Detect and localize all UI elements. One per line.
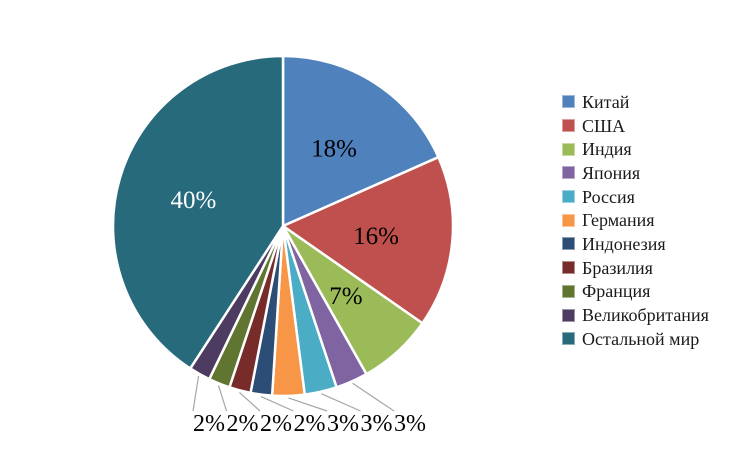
pie-data-label-inside-0: 18%: [311, 135, 357, 162]
legend-item-label: США: [582, 115, 626, 136]
legend-swatch-icon: [562, 213, 575, 227]
legend-item: Германия: [562, 208, 709, 232]
legend-item-label: Бразилия: [582, 257, 653, 278]
legend-item: Россия: [562, 185, 709, 209]
legend-item-label: Россия: [582, 186, 635, 207]
legend-item: Индия: [562, 137, 709, 161]
pie-data-label-outside-4: 3%: [361, 411, 393, 437]
legend-item: Китай: [562, 90, 709, 114]
pie-data-label-outside-5: 3%: [327, 411, 359, 437]
legend-item: Остальной мир: [562, 327, 709, 351]
legend: Китай США Индия Япония Россия Германия Индонез…: [562, 90, 709, 351]
pie-data-label-inside-2: 7%: [329, 283, 362, 310]
legend-swatch-icon: [562, 95, 575, 109]
legend-item-label: Индонезия: [582, 233, 666, 254]
leader-line-6: [260, 396, 294, 412]
pie-data-label-outside-6: 2%: [294, 411, 326, 437]
legend-swatch-icon: [562, 166, 575, 180]
legend-swatch-icon: [562, 190, 575, 204]
pie-data-label-inside-1: 16%: [353, 223, 399, 250]
legend-swatch-icon: [562, 261, 575, 275]
legend-item-label: Япония: [582, 162, 641, 183]
leader-line-7: [238, 391, 261, 412]
leader-line-4: [321, 393, 361, 412]
legend-item: Япония: [562, 161, 709, 185]
leader-line-8: [217, 385, 228, 412]
pie-data-label-outside-7: 2%: [260, 411, 292, 437]
pie-data-label-inside-10: 40%: [170, 187, 216, 214]
legend-item: США: [562, 114, 709, 138]
legend-swatch-icon: [562, 332, 575, 346]
legend-swatch-icon: [562, 308, 575, 322]
leader-line-9: [192, 375, 200, 412]
legend-item: Великобритания: [562, 303, 709, 327]
pie-slice-0: [281, 54, 440, 228]
pie-slice-10: [111, 54, 285, 370]
legend-item-label: Германия: [582, 210, 655, 231]
leader-line-5: [288, 397, 328, 412]
legend-item-label: Индия: [582, 139, 632, 160]
legend-item-label: Китай: [582, 91, 630, 112]
pie-data-label-outside-3: 3%: [394, 411, 426, 437]
legend-swatch-icon: [562, 119, 575, 133]
pie-data-label-outside-8: 2%: [227, 411, 259, 437]
legend-item-label: Остальной мир: [582, 328, 700, 349]
legend-item: Франция: [562, 280, 709, 304]
legend-swatch-icon: [562, 284, 575, 298]
pie-data-label-outside-9: 2%: [193, 411, 225, 437]
leader-line-3: [352, 382, 395, 412]
legend-item: Индонезия: [562, 232, 709, 256]
legend-item: Бразилия: [562, 256, 709, 280]
legend-swatch-icon: [562, 237, 575, 251]
pie-slice-1: [281, 155, 455, 325]
legend-item-label: Великобритания: [582, 305, 709, 326]
legend-swatch-icon: [562, 142, 575, 156]
legend-item-label: Франция: [582, 281, 651, 302]
